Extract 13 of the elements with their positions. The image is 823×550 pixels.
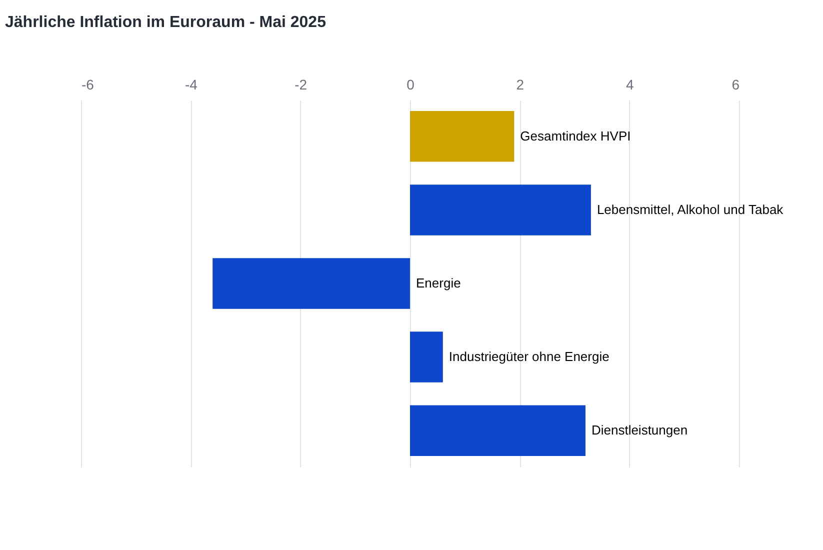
x-tick-label: 4 bbox=[626, 76, 634, 92]
x-tick-label: -2 bbox=[294, 76, 308, 92]
chart-title: Jährliche Inflation im Euroraum - Mai 2025 bbox=[5, 14, 326, 31]
y-tick-label: Gesamtindex HVPI bbox=[520, 128, 631, 144]
x-tick-label: -6 bbox=[82, 76, 94, 92]
y-tick-label: Dienstleistungen bbox=[591, 422, 688, 438]
x-tick-label: 0 bbox=[406, 76, 415, 92]
y-tick-label: Industriegüter ohne Energie bbox=[448, 349, 610, 364]
y-tick-label: Energie bbox=[416, 276, 461, 290]
x-tick-label: 2 bbox=[516, 76, 524, 92]
y-tick-label: Lebensmittel, Alkohol und Tabak bbox=[596, 202, 784, 217]
x-tick-label: -4 bbox=[184, 76, 198, 92]
x-tick-label: 6 bbox=[732, 76, 740, 92]
